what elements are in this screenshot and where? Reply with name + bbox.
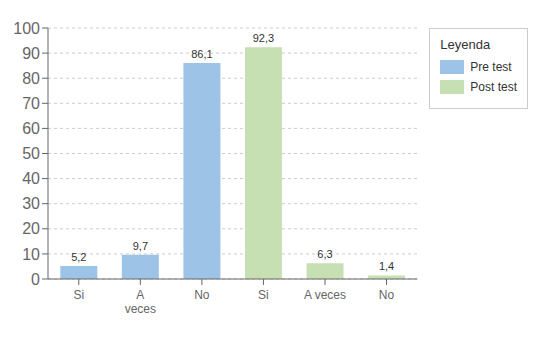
svg-text:9,7: 9,7 bbox=[133, 240, 148, 252]
html-text:Pre test: Pre test bbox=[470, 60, 512, 74]
svg-text:20: 20 bbox=[22, 220, 40, 237]
svg-text:A veces: A veces bbox=[304, 288, 346, 302]
html-text:Leyenda: Leyenda bbox=[440, 37, 491, 52]
svg-text:100: 100 bbox=[13, 20, 40, 37]
svg-text:60: 60 bbox=[22, 120, 40, 137]
svg-text:No: No bbox=[379, 288, 395, 302]
svg-text:10: 10 bbox=[22, 246, 40, 263]
html-text:Post test: Post test bbox=[470, 80, 517, 94]
svg-text:Si: Si bbox=[73, 288, 84, 302]
svg-text:Si: Si bbox=[258, 288, 269, 302]
svg-text:5,2: 5,2 bbox=[71, 251, 86, 263]
svg-text:30: 30 bbox=[22, 195, 40, 212]
svg-text:50: 50 bbox=[22, 145, 40, 162]
svg-text:Aveces: Aveces bbox=[125, 288, 156, 316]
svg-text:70: 70 bbox=[22, 95, 40, 112]
svg-text:90: 90 bbox=[22, 45, 40, 62]
svg-text:86,1: 86,1 bbox=[191, 48, 212, 60]
svg-text:1,4: 1,4 bbox=[379, 260, 394, 272]
svg-text:6,3: 6,3 bbox=[317, 248, 332, 260]
svg-text:No: No bbox=[194, 288, 210, 302]
svg-text:80: 80 bbox=[22, 70, 40, 87]
svg-text:0: 0 bbox=[31, 271, 40, 288]
svg-text:92,3: 92,3 bbox=[253, 32, 274, 44]
svg-text:40: 40 bbox=[22, 170, 40, 187]
